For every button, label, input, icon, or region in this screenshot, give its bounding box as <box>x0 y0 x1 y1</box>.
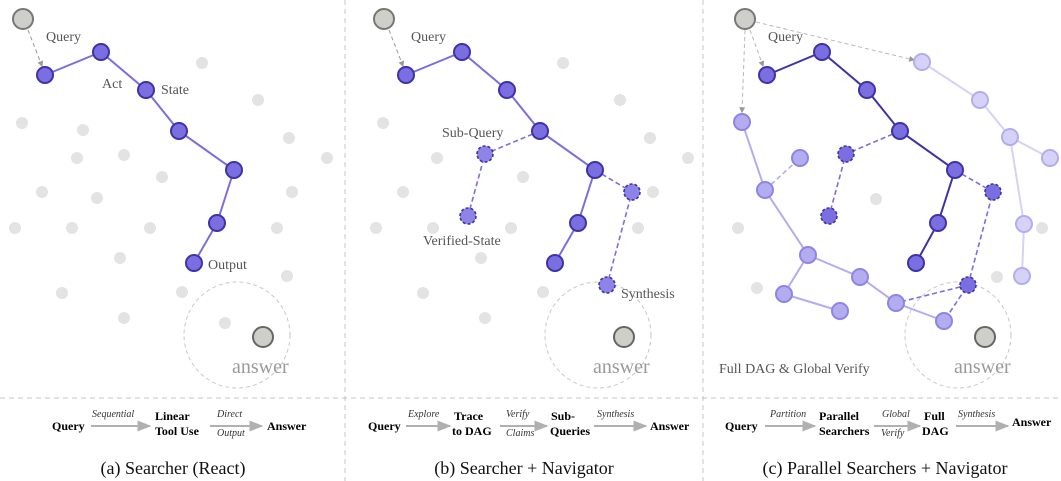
flow-edge: Explore <box>407 409 440 420</box>
flow-edge: Partition <box>769 409 806 420</box>
flow-box: Tool Use <box>155 424 200 438</box>
answer-node <box>974 326 996 348</box>
flow-edge: Synthesis <box>597 409 634 420</box>
panel-c: answer Query <box>719 8 1059 389</box>
panel-a: answer Query Act State Output <box>9 8 333 389</box>
flow-edge: Output <box>217 428 245 439</box>
flow-edge: Global <box>882 409 910 420</box>
flow-box: Full <box>924 409 945 423</box>
label-state: State <box>161 83 189 98</box>
searcher-nodes <box>397 43 604 272</box>
caption-a: (a) Searcher (React) <box>101 458 246 479</box>
parallel-nodes <box>733 113 953 330</box>
flow-box: Trace <box>454 409 484 423</box>
label-full-dag-verify: Full DAG & Global Verify <box>719 362 870 377</box>
navigator-nodes <box>820 145 1002 294</box>
background-dots <box>9 57 333 329</box>
flow-answer: Answer <box>1012 415 1052 429</box>
flow-box: Linear <box>155 409 190 423</box>
query-node <box>734 8 756 30</box>
flow-c: Query Partition Parallel Searchers Globa… <box>725 409 1052 439</box>
flow-b: Query Explore Trace to DAG Verify Claims… <box>368 409 690 439</box>
flow-a: Query Sequential Linear Tool Use Direct … <box>52 409 307 439</box>
query-node <box>12 8 34 30</box>
flow-answer: Answer <box>267 419 307 433</box>
flow-box: Parallel <box>819 409 860 423</box>
answer-node <box>613 326 635 348</box>
flow-edge: Direct <box>216 409 242 420</box>
label-output: Output <box>208 258 247 273</box>
flow-edge: Synthesis <box>958 409 995 420</box>
flow-box: Sub- <box>551 409 575 423</box>
answer-node <box>252 326 274 348</box>
label-synthesis: Synthesis <box>621 287 675 302</box>
answer-region <box>904 281 1012 389</box>
searcher-nodes <box>758 43 964 272</box>
panel-b: answer Query Sub-Query Verified-State Sy… <box>370 8 694 389</box>
flow-box: Queries <box>550 424 590 438</box>
label-act: Act <box>102 77 122 92</box>
answer-label: answer <box>232 356 289 378</box>
label-subquery: Sub-Query <box>442 126 503 141</box>
answer-label: answer <box>593 356 650 378</box>
flow-query: Query <box>52 419 85 433</box>
flow-box: DAG <box>922 424 949 438</box>
flow-box: Searchers <box>819 424 870 438</box>
answer-label: answer <box>954 356 1011 378</box>
flow-edge: Verify <box>506 409 530 420</box>
caption-c: (c) Parallel Searchers + Navigator <box>762 458 1007 479</box>
flow-edge: Claims <box>506 428 534 439</box>
flow-box: to DAG <box>452 424 492 438</box>
label-query: Query <box>411 30 446 45</box>
query-node <box>373 8 395 30</box>
caption-b: (b) Searcher + Navigator <box>434 458 614 479</box>
label-query: Query <box>46 30 81 45</box>
answer-region <box>183 281 291 389</box>
flow-edge: Verify <box>881 428 905 439</box>
background-dots <box>370 57 694 324</box>
searcher-nodes <box>36 43 243 272</box>
flow-edge: Sequential <box>92 409 134 420</box>
background-dots <box>732 193 1048 294</box>
label-query: Query <box>768 30 803 45</box>
flow-query: Query <box>725 419 758 433</box>
answer-region <box>544 281 652 389</box>
faded-nodes <box>913 53 1059 285</box>
label-verified-state: Verified-State <box>423 234 501 249</box>
flow-answer: Answer <box>650 419 690 433</box>
navigator-nodes <box>459 145 641 294</box>
flow-query: Query <box>368 419 401 433</box>
